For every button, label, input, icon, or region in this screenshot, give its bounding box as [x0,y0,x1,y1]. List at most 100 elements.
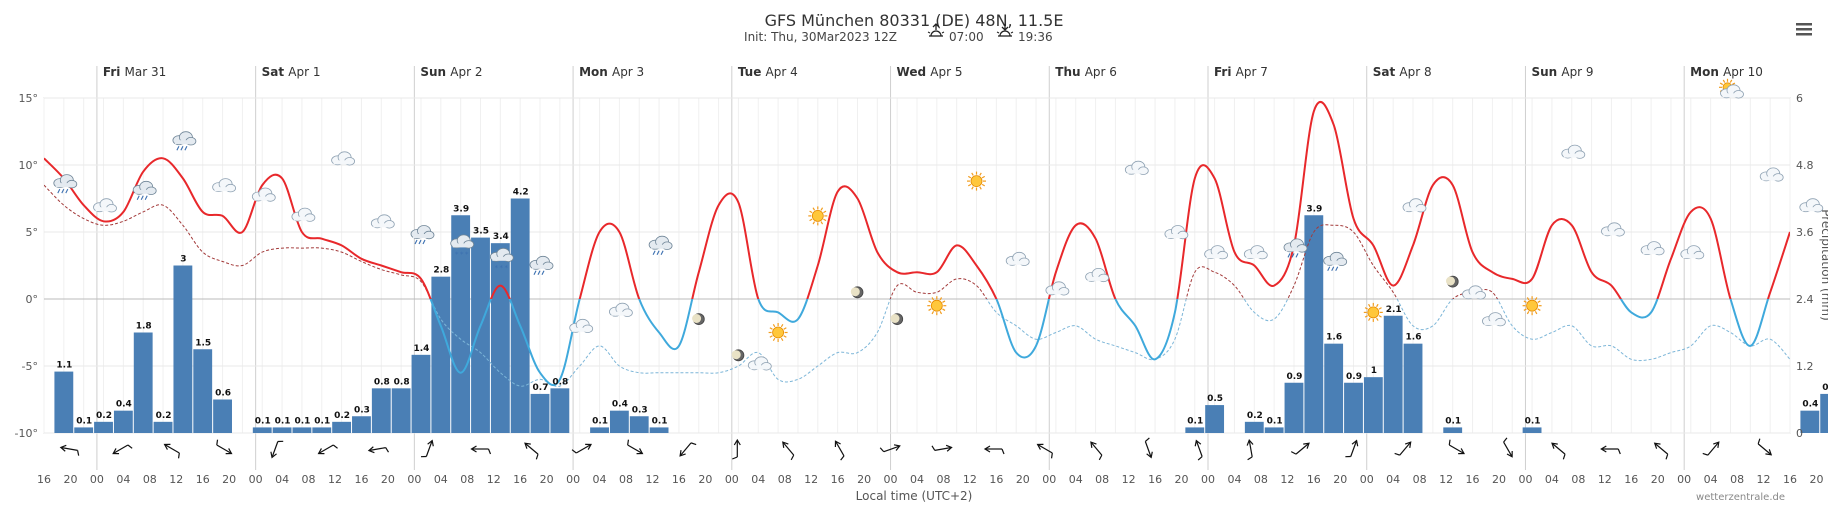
wind-barb [127,444,133,449]
wind-barb [76,450,80,456]
hour-tick-label: 16 [831,473,845,486]
precip-bar-label: 0.1 [275,416,291,426]
wind-shaft [1503,441,1513,457]
wind-barb [1562,453,1566,460]
wind-head [1351,439,1359,447]
hour-tick-label: 04 [275,473,289,486]
wind-barb [627,439,630,446]
sun-ray [1523,300,1527,303]
hour-tick-label: 20 [1492,473,1506,486]
cloud-icon [1243,245,1268,260]
wind-shaft [883,445,900,453]
hour-tick-label: 20 [1809,473,1823,486]
snowflake: * [500,264,504,272]
y-left-tick-label: -5° [22,360,38,373]
rain-cloud-icon [648,235,673,255]
cloud-icon [1640,241,1665,256]
wind-shaft [271,441,279,457]
snowflake: * [505,264,509,272]
wind-shaft [1757,443,1771,455]
sun-ray [823,210,827,214]
wind-head [782,441,789,448]
dewpoint-line-warm [44,184,1499,299]
init-time: Init: Thu, 30Mar2023 12Z [744,30,897,44]
wind-head [59,444,67,452]
sun-ray [971,186,974,190]
precip-bar [352,416,371,433]
wind-arrow-icon [317,444,338,455]
cloud-icon [1045,281,1070,296]
cloud-base [611,311,630,316]
wind-arrow-icon [571,443,593,454]
sun-ray [772,323,776,328]
wind-arrow-icon [420,439,434,458]
cloud-icon [291,207,316,222]
precip-bar-label: 3.4 [493,232,509,242]
wind-head [270,451,277,459]
rain-drop [414,239,418,245]
hour-tick-label: 20 [698,473,712,486]
precip-bar [530,393,550,433]
wind-shaft [575,444,591,454]
day-label-date: Apr 9 [1561,65,1593,79]
sun-ray [967,183,972,187]
sun-ray [780,337,784,342]
sun-disc [1367,306,1380,319]
sun-ray [1719,82,1724,86]
cloud-base [1722,93,1741,98]
precip-bar [451,215,471,433]
precip-bar-label: 1.6 [1326,333,1342,343]
wind-head [1194,439,1202,447]
hour-tick-label: 08 [619,473,633,486]
hour-tick-label: 04 [116,473,130,486]
cloud-icon [370,214,395,229]
cloud-icon [1601,222,1625,237]
cloud-base [1325,260,1344,265]
precip-bar [1522,427,1542,433]
cloud-base [1603,231,1622,236]
rain-cloud-icon [132,180,157,201]
wind-head [1506,450,1513,458]
wind-shaft [934,447,951,451]
sun-ray [1364,315,1368,318]
sun-ray [1537,308,1541,311]
precip-bar [1304,215,1324,433]
hour-tick-label: 20 [63,473,77,486]
hour-tick-label: 12 [963,473,977,486]
wind-shaft [1196,441,1203,457]
cloud-base [174,140,193,145]
hour-tick-label: 16 [1624,473,1638,486]
cloud-base [1127,169,1146,174]
moon-icon [1446,275,1459,288]
precip-bar [590,427,609,433]
sun-ray [939,297,943,301]
hour-tick-label: 20 [1175,473,1189,486]
precip-bar-label: 0.2 [1247,411,1263,421]
y-right-axis-title: Precipitation (mm) [1819,209,1828,321]
hour-tick-label: 12 [1598,473,1612,486]
cloud-base [1801,207,1820,212]
wind-barb [1617,448,1621,455]
hour-tick-label: 20 [222,473,236,486]
day-label-date: Apr 3 [612,65,644,79]
hamburger-menu-icon[interactable] [1795,20,1813,38]
credit-text: wetterzentrale.de [1696,492,1785,503]
day-label-date: Apr 10 [1723,65,1763,79]
hour-tick-label: 04 [751,473,765,486]
cloud-icon [1005,251,1030,266]
precip-bar-label: 0.6 [215,389,231,399]
wind-head [163,443,171,450]
cloud-icon [1164,225,1189,240]
sun-ray [981,183,986,187]
cloud-icon [1085,267,1109,283]
cloud-base [333,160,352,165]
precip-bar-label: 3 [180,255,186,265]
hour-tick-label: 20 [1016,473,1030,486]
cloud-base [214,187,233,192]
wind-arrow-icon [931,444,953,452]
precip-bar [510,198,530,433]
precip-bar-labels: 1.10.10.20.41.80.231.50.60.1 0.1 0.1 0.10.2… [56,188,1828,427]
precip-bar-label: 0.1 [592,416,608,426]
wind-shaft [782,442,795,456]
